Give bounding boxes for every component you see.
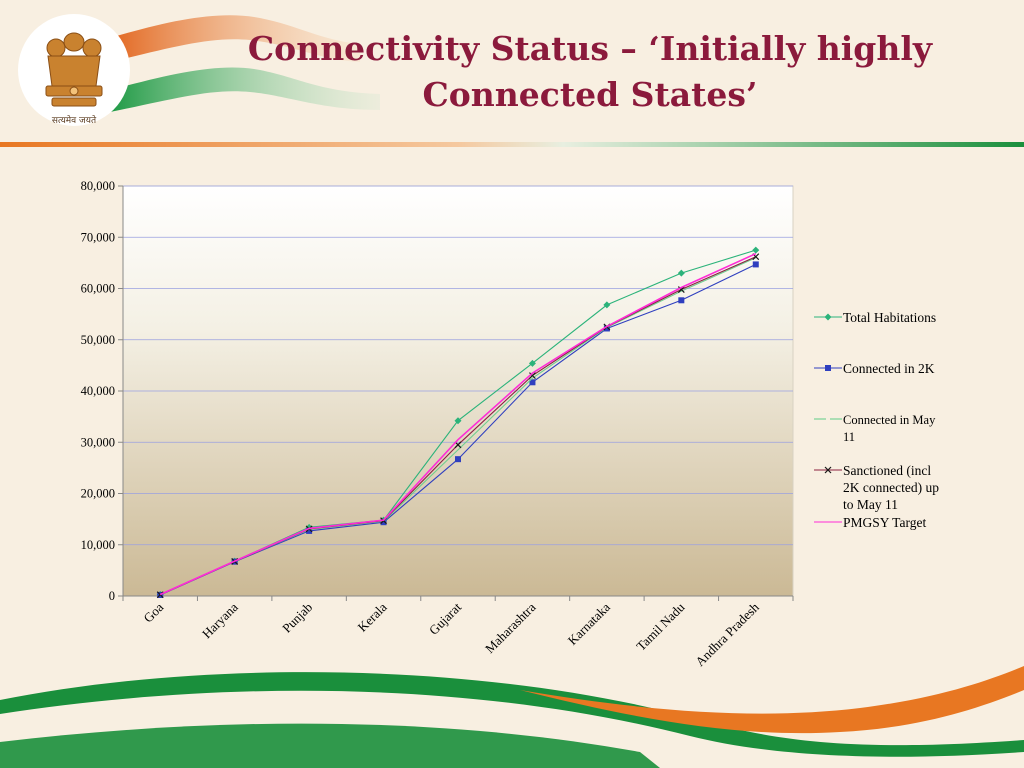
legend-item: PMGSY Target <box>814 515 926 530</box>
legend-label: Connected in 2K <box>843 361 935 376</box>
y-tick-label: 50,000 <box>81 333 115 347</box>
series-line <box>159 252 757 596</box>
y-tick-label: 70,000 <box>81 230 115 244</box>
data-point <box>678 297 685 304</box>
slide-title: Connectivity Status – ‘Initially highly … <box>190 26 990 118</box>
y-tick-label: 10,000 <box>81 538 115 552</box>
legend-label: Sanctioned (incl <box>843 463 931 478</box>
legend: Total Habitations Connected in 2K Connecte… <box>814 310 939 530</box>
marker-stroke <box>454 441 462 449</box>
x-category-label: Punjab <box>279 600 315 636</box>
legend-label: 11 <box>843 430 855 444</box>
y-tick-label: 40,000 <box>81 384 115 398</box>
data-point <box>677 269 685 277</box>
data-point <box>603 325 610 332</box>
x-category-label: Gujarat <box>426 599 464 637</box>
y-tick-label: 0 <box>109 589 115 603</box>
y-tick-label: 30,000 <box>81 435 115 449</box>
legend-label: Connected in May <box>843 413 936 427</box>
header-band <box>0 15 1024 147</box>
legend-marker <box>825 365 831 371</box>
green-swoosh-lower <box>0 723 660 768</box>
legend-item: Connected in 2K <box>814 361 935 376</box>
legend-marker <box>824 313 832 321</box>
data-point <box>529 379 536 386</box>
legend-label: to May 11 <box>843 497 898 512</box>
legend-item: Sanctioned (incl 2K connected) up to May 1… <box>814 463 939 512</box>
title-line-2: Connected States’ <box>422 75 758 114</box>
marker-stroke <box>752 253 760 261</box>
emblem-motto: सत्यमेव जयते <box>51 116 97 126</box>
x-category-label: Karnataka <box>565 599 614 648</box>
x-category-label: Tamil Nadu <box>633 599 687 653</box>
data-point <box>455 456 461 463</box>
marker-stroke <box>824 466 832 474</box>
data-point <box>752 246 760 254</box>
data-point <box>454 417 462 425</box>
data-point <box>529 372 536 380</box>
legend-label: 2K connected) up <box>843 480 939 495</box>
data-point <box>528 359 536 367</box>
y-tick-label: 80,000 <box>81 179 115 193</box>
header-separator <box>0 142 1024 147</box>
marker-stroke <box>677 286 685 293</box>
legend-item: Connected in May 11 <box>814 413 936 444</box>
data-point <box>677 286 685 293</box>
gridlines <box>123 185 793 546</box>
x-category-label: Goa <box>140 599 166 625</box>
legend-label: Total Habitations <box>843 310 936 325</box>
series-4 <box>159 252 757 596</box>
data-point <box>752 261 759 268</box>
data-point <box>603 301 611 309</box>
x-category-label: Kerala <box>355 599 390 634</box>
x-category-label: Maharashtra <box>482 599 539 656</box>
data-point <box>380 519 387 526</box>
y-tick-label: 20,000 <box>81 487 115 501</box>
data-point <box>306 527 313 534</box>
saffron-swoosh <box>520 666 1024 734</box>
green-wave <box>110 67 380 112</box>
bottom-decoration <box>0 666 1024 768</box>
legend-marker <box>824 466 832 474</box>
y-tick-label: 60,000 <box>81 282 115 296</box>
saffron-wave <box>110 15 360 63</box>
emblem-logo <box>18 14 130 126</box>
marker-stroke <box>529 372 536 380</box>
x-category-label: Haryana <box>199 599 241 641</box>
x-category-label: Andhra Pradesh <box>692 599 762 669</box>
title-line-1: Connectivity Status – ‘Initially highly <box>247 29 933 68</box>
series-layer <box>156 246 760 599</box>
legend-label: PMGSY Target <box>843 515 926 530</box>
legend-item: Total Habitations <box>814 310 936 325</box>
